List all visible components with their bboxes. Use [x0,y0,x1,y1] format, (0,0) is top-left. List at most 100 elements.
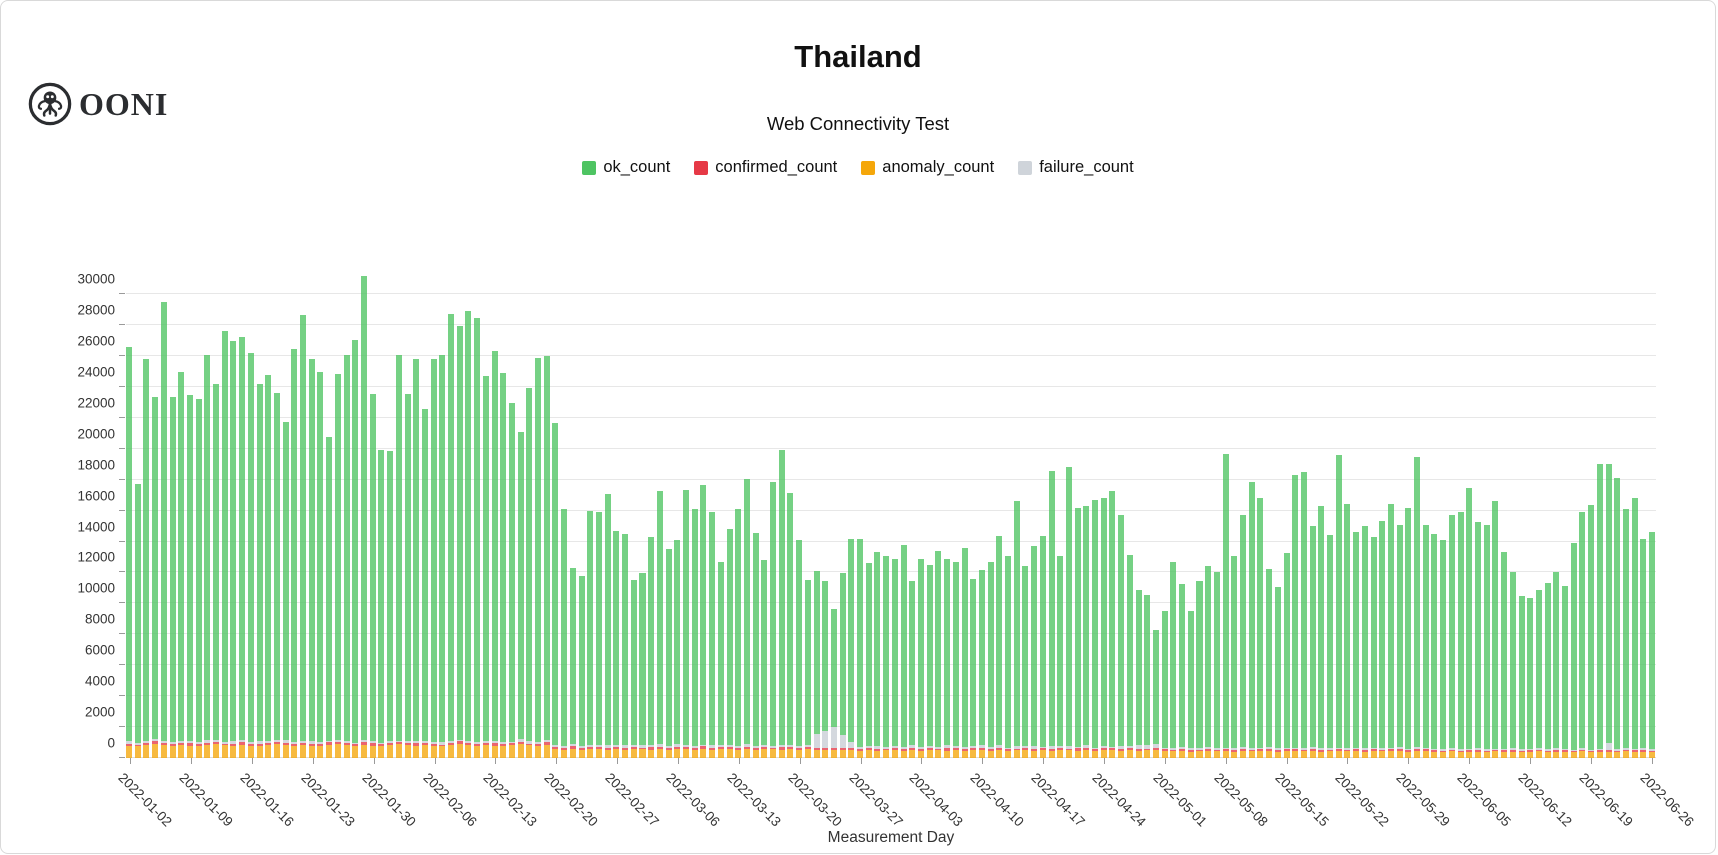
bar[interactable] [839,271,846,758]
bar[interactable] [1274,271,1281,758]
bar[interactable] [1031,271,1038,758]
bar[interactable] [822,271,829,758]
bar[interactable] [1422,271,1429,758]
bar[interactable] [247,271,254,758]
bar[interactable] [273,271,280,758]
bar[interactable] [1579,271,1586,758]
bar[interactable] [1570,271,1577,758]
bar[interactable] [317,271,324,758]
bar[interactable] [1327,271,1334,758]
bar[interactable] [1231,271,1238,758]
bar[interactable] [143,271,150,758]
bar[interactable] [656,271,663,758]
bar[interactable] [830,271,837,758]
bar[interactable] [1048,271,1055,758]
bar[interactable] [709,271,716,758]
bar[interactable] [987,271,994,758]
bar[interactable] [1083,271,1090,758]
bar[interactable] [743,271,750,758]
bar[interactable] [683,271,690,758]
bar[interactable] [1344,271,1351,758]
bar[interactable] [978,271,985,758]
bar[interactable] [1622,271,1629,758]
bar[interactable] [1205,271,1212,758]
bar[interactable] [343,271,350,758]
bar[interactable] [1605,271,1612,758]
bar[interactable] [1448,271,1455,758]
bar[interactable] [1109,271,1116,758]
bar[interactable] [535,271,542,758]
bar[interactable] [1483,271,1490,758]
bar[interactable] [1353,271,1360,758]
bar[interactable] [456,271,463,758]
bar[interactable] [1649,271,1656,758]
bar[interactable] [1466,271,1473,758]
bar[interactable] [430,271,437,758]
bar[interactable] [917,271,924,758]
bar[interactable] [944,271,951,758]
bar[interactable] [221,271,228,758]
bar[interactable] [213,271,220,758]
bar[interactable] [1074,271,1081,758]
bar[interactable] [1179,271,1186,758]
bar[interactable] [482,271,489,758]
bar[interactable] [622,271,629,758]
bar[interactable] [996,271,1003,758]
bar[interactable] [552,271,559,758]
bar[interactable] [1440,271,1447,758]
bar[interactable] [186,271,193,758]
bar[interactable] [1588,271,1595,758]
bar[interactable] [291,271,298,758]
bar[interactable] [178,271,185,758]
bar[interactable] [700,271,707,758]
bar[interactable] [1126,271,1133,758]
bar[interactable] [134,271,141,758]
bar[interactable] [404,271,411,758]
bar[interactable] [1370,271,1377,758]
bar[interactable] [752,271,759,758]
bar[interactable] [1240,271,1247,758]
bar[interactable] [1222,271,1229,758]
bar[interactable] [1318,271,1325,758]
bar[interactable] [735,271,742,758]
bar[interactable] [1187,271,1194,758]
bar[interactable] [1057,271,1064,758]
bar[interactable] [1631,271,1638,758]
bar[interactable] [265,271,272,758]
bar[interactable] [1640,271,1647,758]
bar[interactable] [587,271,594,758]
bar[interactable] [857,271,864,758]
bar[interactable] [1257,271,1264,758]
bar[interactable] [1161,271,1168,758]
bar[interactable] [1501,271,1508,758]
bar[interactable] [1527,271,1534,758]
bar[interactable] [169,271,176,758]
bar[interactable] [578,271,585,758]
bar[interactable] [395,271,402,758]
bar[interactable] [1596,271,1603,758]
bar[interactable] [500,271,507,758]
bar[interactable] [1535,271,1542,758]
bar[interactable] [474,271,481,758]
bar[interactable] [308,271,315,758]
bar[interactable] [282,271,289,758]
bar[interactable] [160,271,167,758]
bar[interactable] [804,271,811,758]
bar[interactable] [378,271,385,758]
bar[interactable] [360,271,367,758]
bar[interactable] [126,271,133,758]
bar[interactable] [561,271,568,758]
bar[interactable] [1170,271,1177,758]
bar[interactable] [1309,271,1316,758]
bar[interactable] [1196,271,1203,758]
bar[interactable] [665,271,672,758]
bar[interactable] [848,271,855,758]
bar[interactable] [1005,271,1012,758]
bar[interactable] [517,271,524,758]
bar[interactable] [1118,271,1125,758]
bar[interactable] [569,271,576,758]
bar[interactable] [352,271,359,758]
bar[interactable] [726,271,733,758]
bar[interactable] [1457,271,1464,758]
bar[interactable] [1065,271,1072,758]
